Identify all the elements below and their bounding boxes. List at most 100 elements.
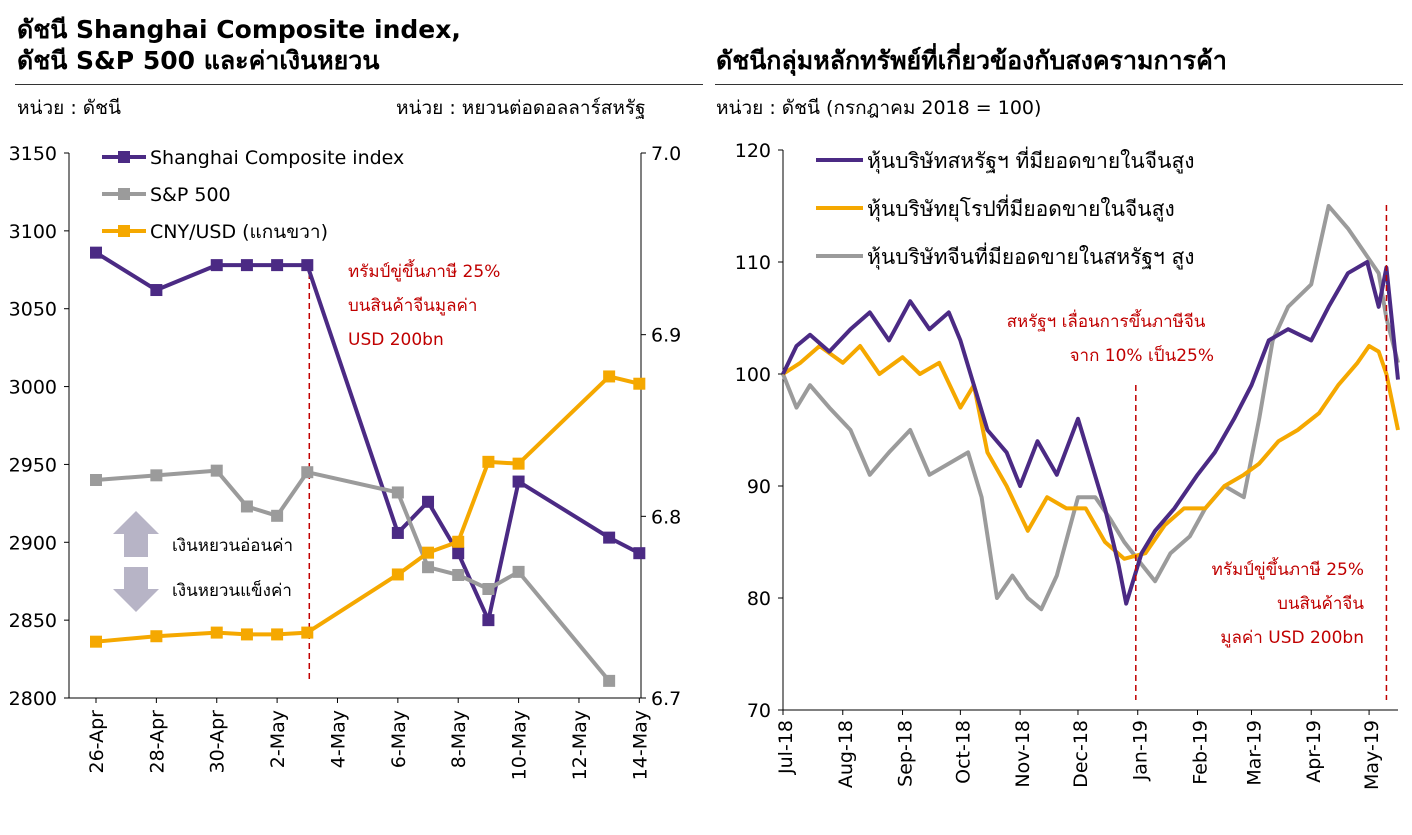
data-point <box>271 509 284 522</box>
strengthen-label: เงินหยวนแข็งค่า <box>172 579 292 601</box>
legend-label: หุ้นบริษัทยุโรปที่มียอดขายในจีนสูง <box>867 194 1175 222</box>
y2-tick-label: 6.8 <box>651 506 681 528</box>
data-point <box>150 469 163 482</box>
event-annotation-text: สหรัฐฯ เลื่อนการขึ้นภาษีจีน <box>1007 309 1206 332</box>
x-tick-label: 6-May <box>388 710 410 768</box>
weaken-label: เงินหยวนอ่อนค่า <box>172 536 293 556</box>
data-point <box>240 259 253 272</box>
event-annotation-text: ทรัมป์ขู่ขึ้นภาษี 25% <box>1212 557 1364 580</box>
y2-tick-label: 6.9 <box>651 325 681 347</box>
event-annotation-text: จาก 10% เป็น25% <box>1070 344 1214 366</box>
legend-label: Shanghai Composite index <box>150 147 404 169</box>
x-tick-label: 26-Apr <box>86 710 108 774</box>
y-tick-label: 70 <box>747 700 771 722</box>
y-tick-label: 3100 <box>9 221 57 243</box>
left-title-line1: ดัชนี Shanghai Composite index, <box>17 15 461 44</box>
data-point <box>90 635 102 648</box>
left-chart: 2800 2850 2900 2950 3000 3050 3100 3150 6.7 6.8 6.… <box>9 143 682 780</box>
data-point <box>271 259 284 272</box>
data-point <box>512 475 525 488</box>
left-chart-title: ดัชนี Shanghai Composite index, ดัชนี S&… <box>17 14 461 76</box>
data-point <box>452 568 465 581</box>
x-tick-label: Jan-19 <box>1130 720 1152 781</box>
data-point <box>391 526 404 539</box>
data-point <box>452 535 465 548</box>
legend-label: หุ้นบริษัทจีนที่มียอดขายในสหรัฐฯ สูง <box>867 242 1195 270</box>
data-point <box>210 626 223 639</box>
y-tick-label: 110 <box>735 252 771 274</box>
data-point <box>301 259 314 272</box>
data-point <box>633 377 646 390</box>
right-chart-unit-label: หน่วย : ดัชนี (กรกฎาคม 2018 = 100) <box>716 97 1042 119</box>
data-point <box>210 259 223 272</box>
legend-marker <box>118 188 130 200</box>
right-chart: 70 80 90 100 110 120 Jul-18 Aug-18 Sep-18 Oct-18 N… <box>735 140 1400 790</box>
x-tick-label: 12-May <box>569 710 591 780</box>
x-tick-label: Feb-19 <box>1189 720 1211 785</box>
series-line <box>781 344 1400 561</box>
legend-marker <box>118 151 130 163</box>
data-point <box>240 628 253 641</box>
y-tick-label: 100 <box>735 364 771 386</box>
series-line <box>95 374 640 644</box>
data-point <box>603 674 616 687</box>
data-point <box>391 486 404 499</box>
data-point <box>271 628 284 641</box>
data-point <box>422 495 435 508</box>
y-tick-label: 2900 <box>9 532 57 554</box>
event-annotation-text: ทรัมป์ขู่ขึ้นภาษี 25% <box>348 259 500 282</box>
x-tick-label: 8-May <box>448 710 470 768</box>
legend-label: CNY/USD (แกนขวา) <box>150 221 328 243</box>
legend-marker <box>118 225 130 237</box>
y-tick-label: 90 <box>747 476 771 498</box>
data-point <box>482 614 495 627</box>
legend-label: หุ้นบริษัทสหรัฐฯ ที่มียอดขายในจีนสูง <box>867 146 1195 174</box>
event-annotation-text: มูลค่า USD 200bn <box>1220 628 1364 648</box>
data-point <box>512 457 525 470</box>
x-tick-label: 30-Apr <box>207 710 229 774</box>
x-tick-label: Apr-19 <box>1303 720 1325 783</box>
left-title-line2: ดัชนี S&P 500 และค่าเงินหยวน <box>17 46 380 75</box>
data-point <box>482 455 495 468</box>
y-tick-label: 120 <box>735 140 771 162</box>
data-point <box>422 561 435 574</box>
x-tick-label: Sep-18 <box>895 720 917 787</box>
data-point <box>391 568 404 581</box>
data-point <box>240 500 253 513</box>
data-point <box>210 464 223 477</box>
data-point <box>633 547 646 560</box>
y2-tick-label: 6.7 <box>651 688 681 710</box>
x-tick-label: 4-May <box>327 710 349 768</box>
data-point <box>603 370 616 383</box>
x-tick-label: Mar-19 <box>1243 720 1265 786</box>
data-point <box>512 565 525 578</box>
legend-label: S&P 500 <box>150 184 231 206</box>
right-axis-unit-label: หน่วย : หยวนต่อดอลลาร์สหรัฐ <box>396 97 646 119</box>
series-line <box>781 260 1400 606</box>
right-chart-title: ดัชนีกลุ่มหลักทรัพย์ที่เกี่ยวข้องกับสงคร… <box>716 46 1227 75</box>
right-title-rule <box>715 84 1403 85</box>
x-tick-label: 10-May <box>509 710 531 780</box>
x-tick-label: Oct-18 <box>952 720 974 784</box>
down-arrow-icon <box>113 567 159 612</box>
data-point <box>603 531 616 544</box>
y-tick-label: 2800 <box>9 688 57 710</box>
event-annotation-text: บนสินค้าจีน <box>1277 594 1364 614</box>
x-tick-label: 2-May <box>267 710 289 768</box>
x-tick-label: Jul-18 <box>775 720 797 775</box>
x-tick-label: May-19 <box>1361 720 1383 790</box>
data-point <box>301 466 314 479</box>
x-tick-label: Dec-18 <box>1070 720 1092 788</box>
x-tick-label: Nov-18 <box>1012 720 1034 788</box>
y2-tick-label: 7.0 <box>651 143 681 165</box>
y-tick-label: 2950 <box>9 454 57 476</box>
data-point <box>150 284 163 297</box>
data-point <box>90 246 102 259</box>
data-point <box>150 630 163 643</box>
y-tick-label: 3150 <box>9 143 57 165</box>
left-unit-label: หน่วย : ดัชนี <box>17 97 122 119</box>
x-tick-label: Aug-18 <box>835 720 857 788</box>
left-title-rule <box>15 84 703 85</box>
series-line <box>95 468 611 683</box>
